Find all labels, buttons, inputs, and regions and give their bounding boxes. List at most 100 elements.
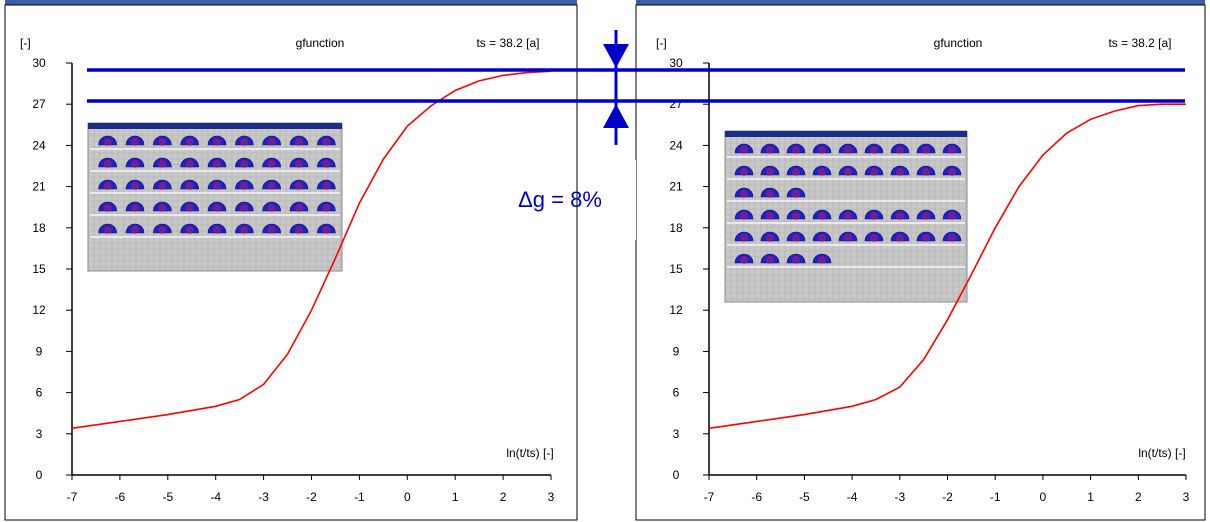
inset-borehole-core: [267, 203, 276, 213]
inset-borehole-core: [791, 145, 801, 155]
arrow-up-icon: [603, 104, 629, 128]
inset-borehole-core: [869, 211, 879, 221]
x-tick-label: 0: [404, 490, 411, 504]
inset-borehole-core: [869, 167, 879, 177]
inset-borehole-core: [765, 189, 775, 199]
x-tick-label: -7: [67, 490, 78, 504]
inset-borehole-core: [185, 203, 194, 213]
inset-borehole-core: [267, 159, 276, 169]
x-tick-label: -2: [306, 490, 317, 504]
inset-borehole-core: [212, 159, 222, 169]
left-x-axis-label: ln(t/ts) [-]: [506, 446, 553, 460]
inset-borehole-core: [103, 137, 112, 147]
inset-borehole-core: [817, 211, 827, 221]
x-tick-label: -1: [354, 490, 365, 504]
inset-borehole-core: [322, 159, 331, 169]
inset-borehole-core: [212, 225, 222, 235]
inset-borehole-core: [739, 211, 749, 221]
y-tick-label: 27: [32, 97, 46, 111]
inset-borehole-core: [739, 255, 749, 265]
y-tick-label: 12: [669, 303, 683, 317]
inset-borehole-core: [185, 159, 194, 169]
inset-borehole-core: [103, 181, 112, 191]
inset-borehole-core: [817, 233, 827, 243]
inset-borehole-core: [322, 137, 331, 147]
inset-borehole-core: [765, 233, 775, 243]
y-tick-label: 21: [669, 180, 683, 194]
y-tick-label: 15: [669, 262, 683, 276]
inset-borehole-core: [294, 225, 304, 235]
inset-borehole-core: [130, 159, 140, 169]
inset-borehole-core: [322, 203, 331, 213]
delta-label-backing: [582, 160, 636, 240]
inset-borehole-core: [791, 167, 801, 177]
right-chart-subtitle: ts = 38.2 [a]: [1108, 36, 1171, 50]
inset-borehole-core: [791, 211, 801, 221]
y-tick-label: 18: [669, 221, 683, 235]
delta-label: Δg = 8%: [518, 187, 602, 212]
inset-borehole-core: [739, 145, 749, 155]
inset-borehole-core: [895, 145, 905, 155]
y-tick-label: 6: [673, 386, 680, 400]
inset-borehole-core: [158, 181, 167, 191]
x-tick-label: 1: [452, 490, 459, 504]
inset-borehole-core: [185, 225, 194, 235]
y-tick-label: 24: [669, 138, 683, 152]
inset-borehole-core: [895, 167, 905, 177]
inset-borehole-core: [739, 233, 749, 243]
y-tick-label: 15: [32, 262, 46, 276]
x-tick-label: -3: [894, 490, 905, 504]
x-tick-label: -5: [162, 490, 173, 504]
inset-borehole-core: [843, 167, 853, 177]
y-tick-label: 6: [36, 386, 43, 400]
left-y-unit-label: [-]: [20, 36, 31, 50]
y-tick-label: 24: [32, 138, 46, 152]
x-tick-label: -4: [210, 490, 221, 504]
inset-borehole-core: [240, 203, 249, 213]
inset-borehole-core: [185, 137, 194, 147]
inset-borehole-core: [895, 211, 905, 221]
x-tick-label: 3: [1183, 490, 1190, 504]
right-y-unit-label: [-]: [656, 36, 667, 50]
x-tick-label: -2: [942, 490, 953, 504]
right-x-axis-label: ln(t/ts) [-]: [1138, 446, 1185, 460]
x-tick-label: 0: [1040, 490, 1047, 504]
inset-borehole-core: [294, 181, 304, 191]
inset-borehole-core: [158, 159, 167, 169]
inset-title-bar: [88, 123, 342, 129]
left-chart-subtitle: ts = 38.2 [a]: [476, 36, 539, 50]
x-tick-label: -6: [751, 490, 762, 504]
inset-borehole-core: [739, 167, 749, 177]
inset-borehole-core: [947, 167, 957, 177]
inset-borehole-core: [294, 137, 304, 147]
left-chart-title: gfunction: [296, 36, 345, 50]
x-tick-label: -4: [847, 490, 858, 504]
inset-borehole-core: [130, 225, 140, 235]
inset-borehole-core: [130, 137, 140, 147]
inset-borehole-core: [791, 233, 801, 243]
y-tick-label: 9: [36, 344, 43, 358]
inset-borehole-core: [739, 189, 749, 199]
inset-borehole-core: [843, 233, 853, 243]
inset-borehole-core: [817, 167, 827, 177]
inset-borehole-core: [817, 145, 827, 155]
delta-annotation: Δg = 8%: [87, 30, 1185, 240]
inset-borehole-core: [240, 181, 249, 191]
x-tick-label: -3: [258, 490, 269, 504]
inset-borehole-core: [921, 167, 931, 177]
inset-borehole-core: [947, 145, 957, 155]
x-tick-label: -1: [990, 490, 1001, 504]
y-tick-label: 30: [669, 56, 683, 70]
y-tick-label: 21: [32, 180, 46, 194]
x-tick-label: 2: [1135, 490, 1142, 504]
inset-borehole-core: [843, 211, 853, 221]
y-tick-label: 0: [36, 468, 43, 482]
inset-borehole-core: [765, 255, 775, 265]
x-tick-label: -7: [704, 490, 715, 504]
inset-borehole-core: [817, 255, 827, 265]
inset-borehole-core: [921, 211, 931, 221]
x-tick-label: 2: [500, 490, 507, 504]
gfunction-curve: [71, 70, 552, 430]
